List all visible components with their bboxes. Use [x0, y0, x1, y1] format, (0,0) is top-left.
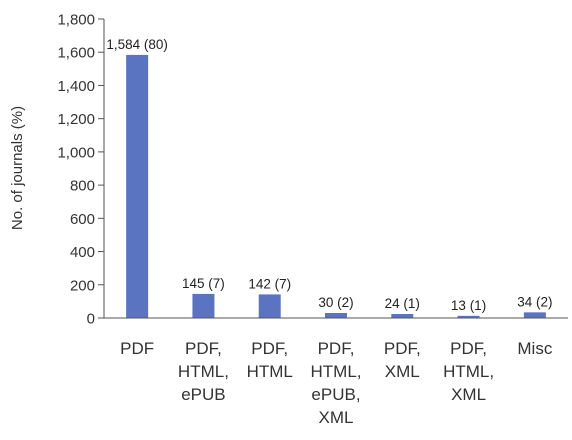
bar [457, 315, 480, 318]
y-tick-label: 1,200 [57, 111, 95, 128]
bar [258, 294, 281, 318]
data-label: 13 (1) [451, 298, 486, 313]
bar [523, 312, 546, 318]
y-tick-label: 1,800 [57, 12, 95, 29]
y-tick-label: 0 [87, 311, 95, 328]
category-label: HTML, [178, 362, 229, 381]
category-label: HTML [247, 362, 293, 381]
y-tick-label: 1,000 [57, 144, 95, 161]
data-label: 30 (2) [318, 295, 353, 310]
bar [325, 313, 347, 318]
y-axis-ticks: 0 200 400 600 800 1,000 1,200 1,400 1,600 1,800 [57, 12, 104, 328]
data-label: 145 (7) [182, 276, 225, 291]
data-label: 24 (1) [385, 296, 420, 311]
category-label: PDF, [384, 339, 421, 358]
data-label: 34 (2) [517, 294, 552, 309]
y-axis-title: No. of journals (%) [9, 106, 26, 230]
x-axis-labels: PDF PDF, HTML, ePUB PDF, HTML PDF, HTML, ePUB, XM… [120, 339, 553, 427]
y-tick-label: 1,600 [57, 45, 95, 62]
y-tick-label: 400 [70, 244, 95, 261]
category-label: XML [385, 362, 420, 381]
category-label: HTML, [311, 362, 362, 381]
bar [126, 54, 149, 318]
category-label: XML [451, 385, 486, 404]
data-labels: 1,584 (80) 145 (7) 142 (7) 30 (2) 24 (1) 13 (… [106, 37, 552, 313]
category-label: XML [319, 408, 354, 427]
category-label: Misc [517, 339, 552, 358]
category-label: PDF, [185, 339, 222, 358]
category-label: HTML, [443, 362, 494, 381]
y-tick-label: 600 [70, 211, 95, 228]
y-tick-label: 800 [70, 178, 95, 195]
y-tick-label: 1,400 [57, 78, 95, 95]
bar [192, 293, 215, 318]
category-label: PDF, [251, 339, 288, 358]
category-label: ePUB, [311, 385, 360, 404]
category-label: PDF, [450, 339, 487, 358]
y-tick-label: 200 [70, 277, 95, 294]
category-label: PDF [120, 339, 154, 358]
category-label: ePUB [181, 385, 225, 404]
bars [126, 54, 546, 318]
data-label: 1,584 (80) [106, 37, 168, 52]
category-label: PDF, [318, 339, 355, 358]
data-label: 142 (7) [248, 276, 291, 291]
bar [391, 314, 414, 318]
